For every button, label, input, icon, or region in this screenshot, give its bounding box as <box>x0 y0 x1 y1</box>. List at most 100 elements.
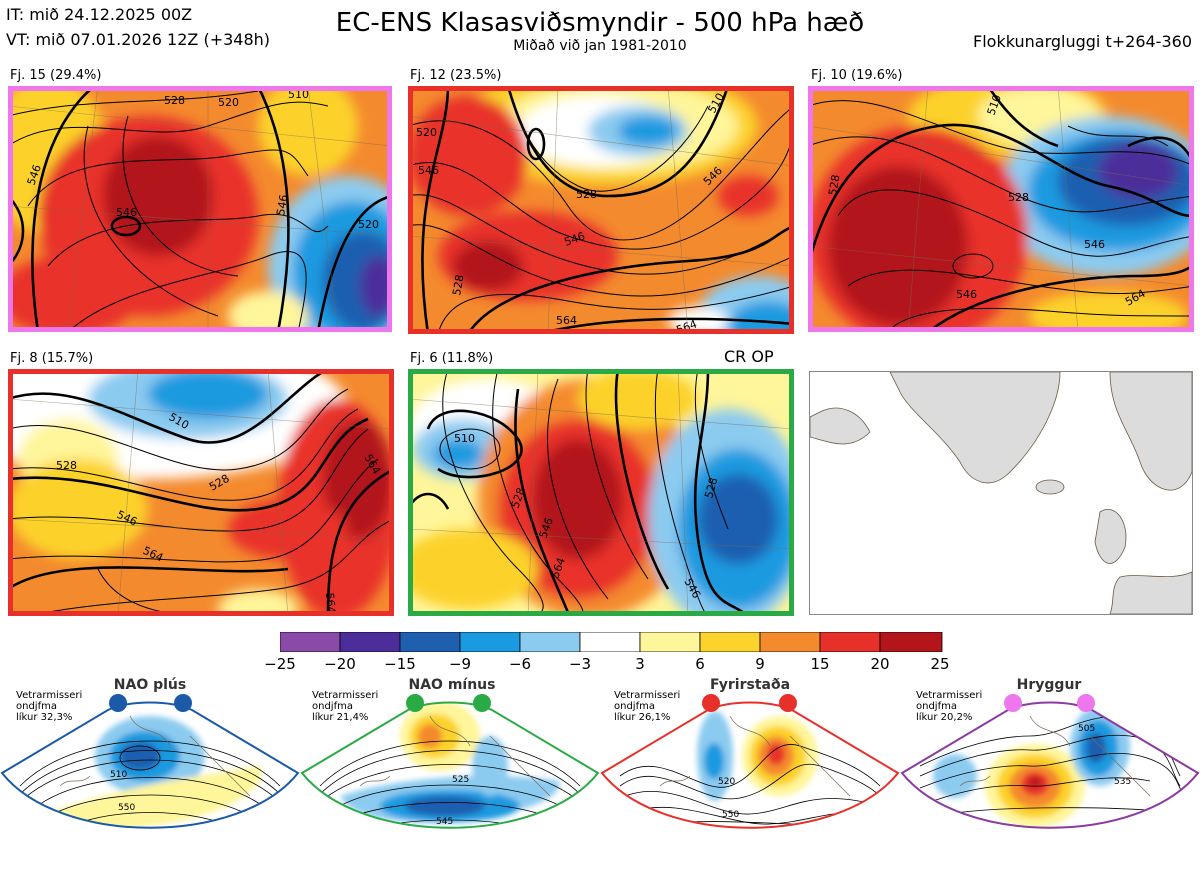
regime-season: Vetrarmisseri <box>614 690 681 701</box>
colorbar-tick: −9 <box>448 655 472 673</box>
colorbar-tick: 15 <box>810 655 830 673</box>
cluster-map-panel-3[interactable]: 510 528 528 546 546 564 <box>808 86 1194 332</box>
contour-label: 546 <box>116 206 137 219</box>
contour-label: 520 <box>718 777 735 787</box>
contour-label: 564 <box>323 592 338 614</box>
colorbar-tick: 9 <box>755 655 765 673</box>
contour-label: 546 <box>418 164 439 177</box>
contour-label: 528 <box>702 476 720 500</box>
valid-time: VT: mið 07.01.2026 12Z (+348h) <box>6 30 271 49</box>
classification-window: Flokkunargluggi t+264-360 <box>973 32 1192 51</box>
regime-title: Hryggur <box>1016 677 1082 693</box>
contour-label: 550 <box>118 803 135 813</box>
regime-title: Fyrirstaða <box>709 677 791 693</box>
panel-3-label: Fj. 10 (19.6%) <box>811 68 903 83</box>
regime-probability: líkur 21,4% <box>312 712 369 723</box>
colorbar-swatch <box>759 632 821 652</box>
regime-marker-dot <box>174 694 192 712</box>
base-map-panel[interactable] <box>809 371 1193 615</box>
panel-2-label: Fj. 12 (23.5%) <box>410 68 502 83</box>
colorbar-tick: −25 <box>264 655 296 673</box>
anomaly-colorbar <box>280 632 943 652</box>
colorbar-tick: −15 <box>384 655 416 673</box>
regime-title: NAO mínus <box>408 677 496 693</box>
regime-nao-minus[interactable]: 525 545 565 <box>300 676 600 871</box>
colorbar-swatch <box>579 632 641 652</box>
contour-label: 550 <box>722 810 739 820</box>
contour-label: 528 <box>450 274 466 297</box>
contour-label: 510 <box>454 432 475 445</box>
contour-label: 520 <box>218 96 239 109</box>
panel-1-label: Fj. 15 (29.4%) <box>10 68 102 83</box>
british-isles <box>1094 509 1127 564</box>
colorbar-tick: 6 <box>695 655 705 673</box>
coastline <box>810 407 871 445</box>
colorbar-tick: 20 <box>870 655 890 673</box>
regime-probability: líkur 20,2% <box>916 712 973 723</box>
colorbar-swatch <box>280 632 341 652</box>
regime-period: ondjfma <box>916 701 957 712</box>
panel-5-label: Fj. 6 (11.8%) <box>410 351 494 366</box>
page-subtitle: Miðað við jan 1981-2010 <box>513 38 687 54</box>
contour-label: 546 <box>274 194 290 217</box>
iceland <box>1035 479 1065 495</box>
contour-label: 560 <box>1092 827 1109 837</box>
regime-frame <box>300 701 600 829</box>
page-title: EC-ENS Klasasviðsmyndir - 500 hPa hæð <box>335 8 865 38</box>
cluster-map-panel-5[interactable]: 510 528 546 564 528 546 <box>408 369 794 616</box>
contour-label: 528 <box>826 174 842 197</box>
contour-label: 520 <box>358 218 379 231</box>
regime-season: Vetrarmisseri <box>916 690 983 701</box>
regime-frame <box>900 701 1200 829</box>
scandinavia-landmass <box>1109 372 1192 491</box>
cluster-map-panel-4[interactable]: 510 528 528 546 564 564 564 <box>8 369 394 616</box>
contour-label: 565 <box>446 851 463 861</box>
regime-ridge[interactable]: 505 535 560 <box>900 676 1200 871</box>
panel-frame <box>8 369 394 616</box>
colorbar-swatch <box>339 632 401 652</box>
colorbar-swatch <box>639 632 701 652</box>
panel-4-label: Fj. 8 (15.7%) <box>10 351 94 366</box>
contour-label: 545 <box>436 817 453 827</box>
regime-marker-dot <box>473 694 491 712</box>
colorbar-swatch <box>399 632 461 652</box>
regime-marker-dot <box>406 694 424 712</box>
regime-marker-dot <box>1004 694 1022 712</box>
regime-frame <box>0 701 300 829</box>
colorbar-tick: −3 <box>568 655 592 673</box>
cluster-map-panel-2[interactable]: 520 546 528 546 546 528 564 510 564 <box>408 86 794 334</box>
regime-blocking[interactable]: 520 550 560 <box>600 676 900 871</box>
panel-frame <box>808 86 1194 332</box>
europe-landmass <box>1109 571 1192 614</box>
contour-label: 564 <box>556 314 577 327</box>
colorbar-tick: −20 <box>324 655 356 673</box>
colorbar-swatch <box>459 632 521 652</box>
colorbar-swatch <box>699 632 761 652</box>
contour-label: 546 <box>1084 238 1105 251</box>
control-op-label: CR OP <box>724 347 774 366</box>
cluster-map-panel-1[interactable]: 546 546 520 510 546 520 528 <box>8 86 392 332</box>
colorbar-swatch <box>879 632 943 652</box>
contour-label: 546 <box>956 288 977 301</box>
contour-label: 505 <box>1078 724 1095 734</box>
panel-frame <box>408 86 794 334</box>
contour-label: 528 <box>1008 191 1029 204</box>
initial-time: IT: mið 24.12.2025 00Z <box>6 5 193 24</box>
colorbar-tick: 3 <box>635 655 645 673</box>
regime-title: NAO plús <box>113 677 187 693</box>
regime-nao-plus[interactable]: 510 550 <box>0 676 300 871</box>
contour-label: 520 <box>416 126 437 139</box>
panel-frame <box>408 369 794 616</box>
contour-label: 528 <box>576 188 597 201</box>
regime-season: Vetrarmisseri <box>312 690 379 701</box>
regime-marker-dot <box>702 694 720 712</box>
contour-label: 510 <box>288 88 309 101</box>
contour-label: 535 <box>1114 777 1131 787</box>
contour-label: 510 <box>110 770 127 780</box>
colorbar-tick: 25 <box>930 655 950 673</box>
contour-label: 525 <box>452 775 469 785</box>
contour-label: 560 <box>736 834 753 844</box>
regime-marker-dot <box>109 694 127 712</box>
colorbar-swatch <box>819 632 881 652</box>
panel-frame <box>8 86 392 332</box>
